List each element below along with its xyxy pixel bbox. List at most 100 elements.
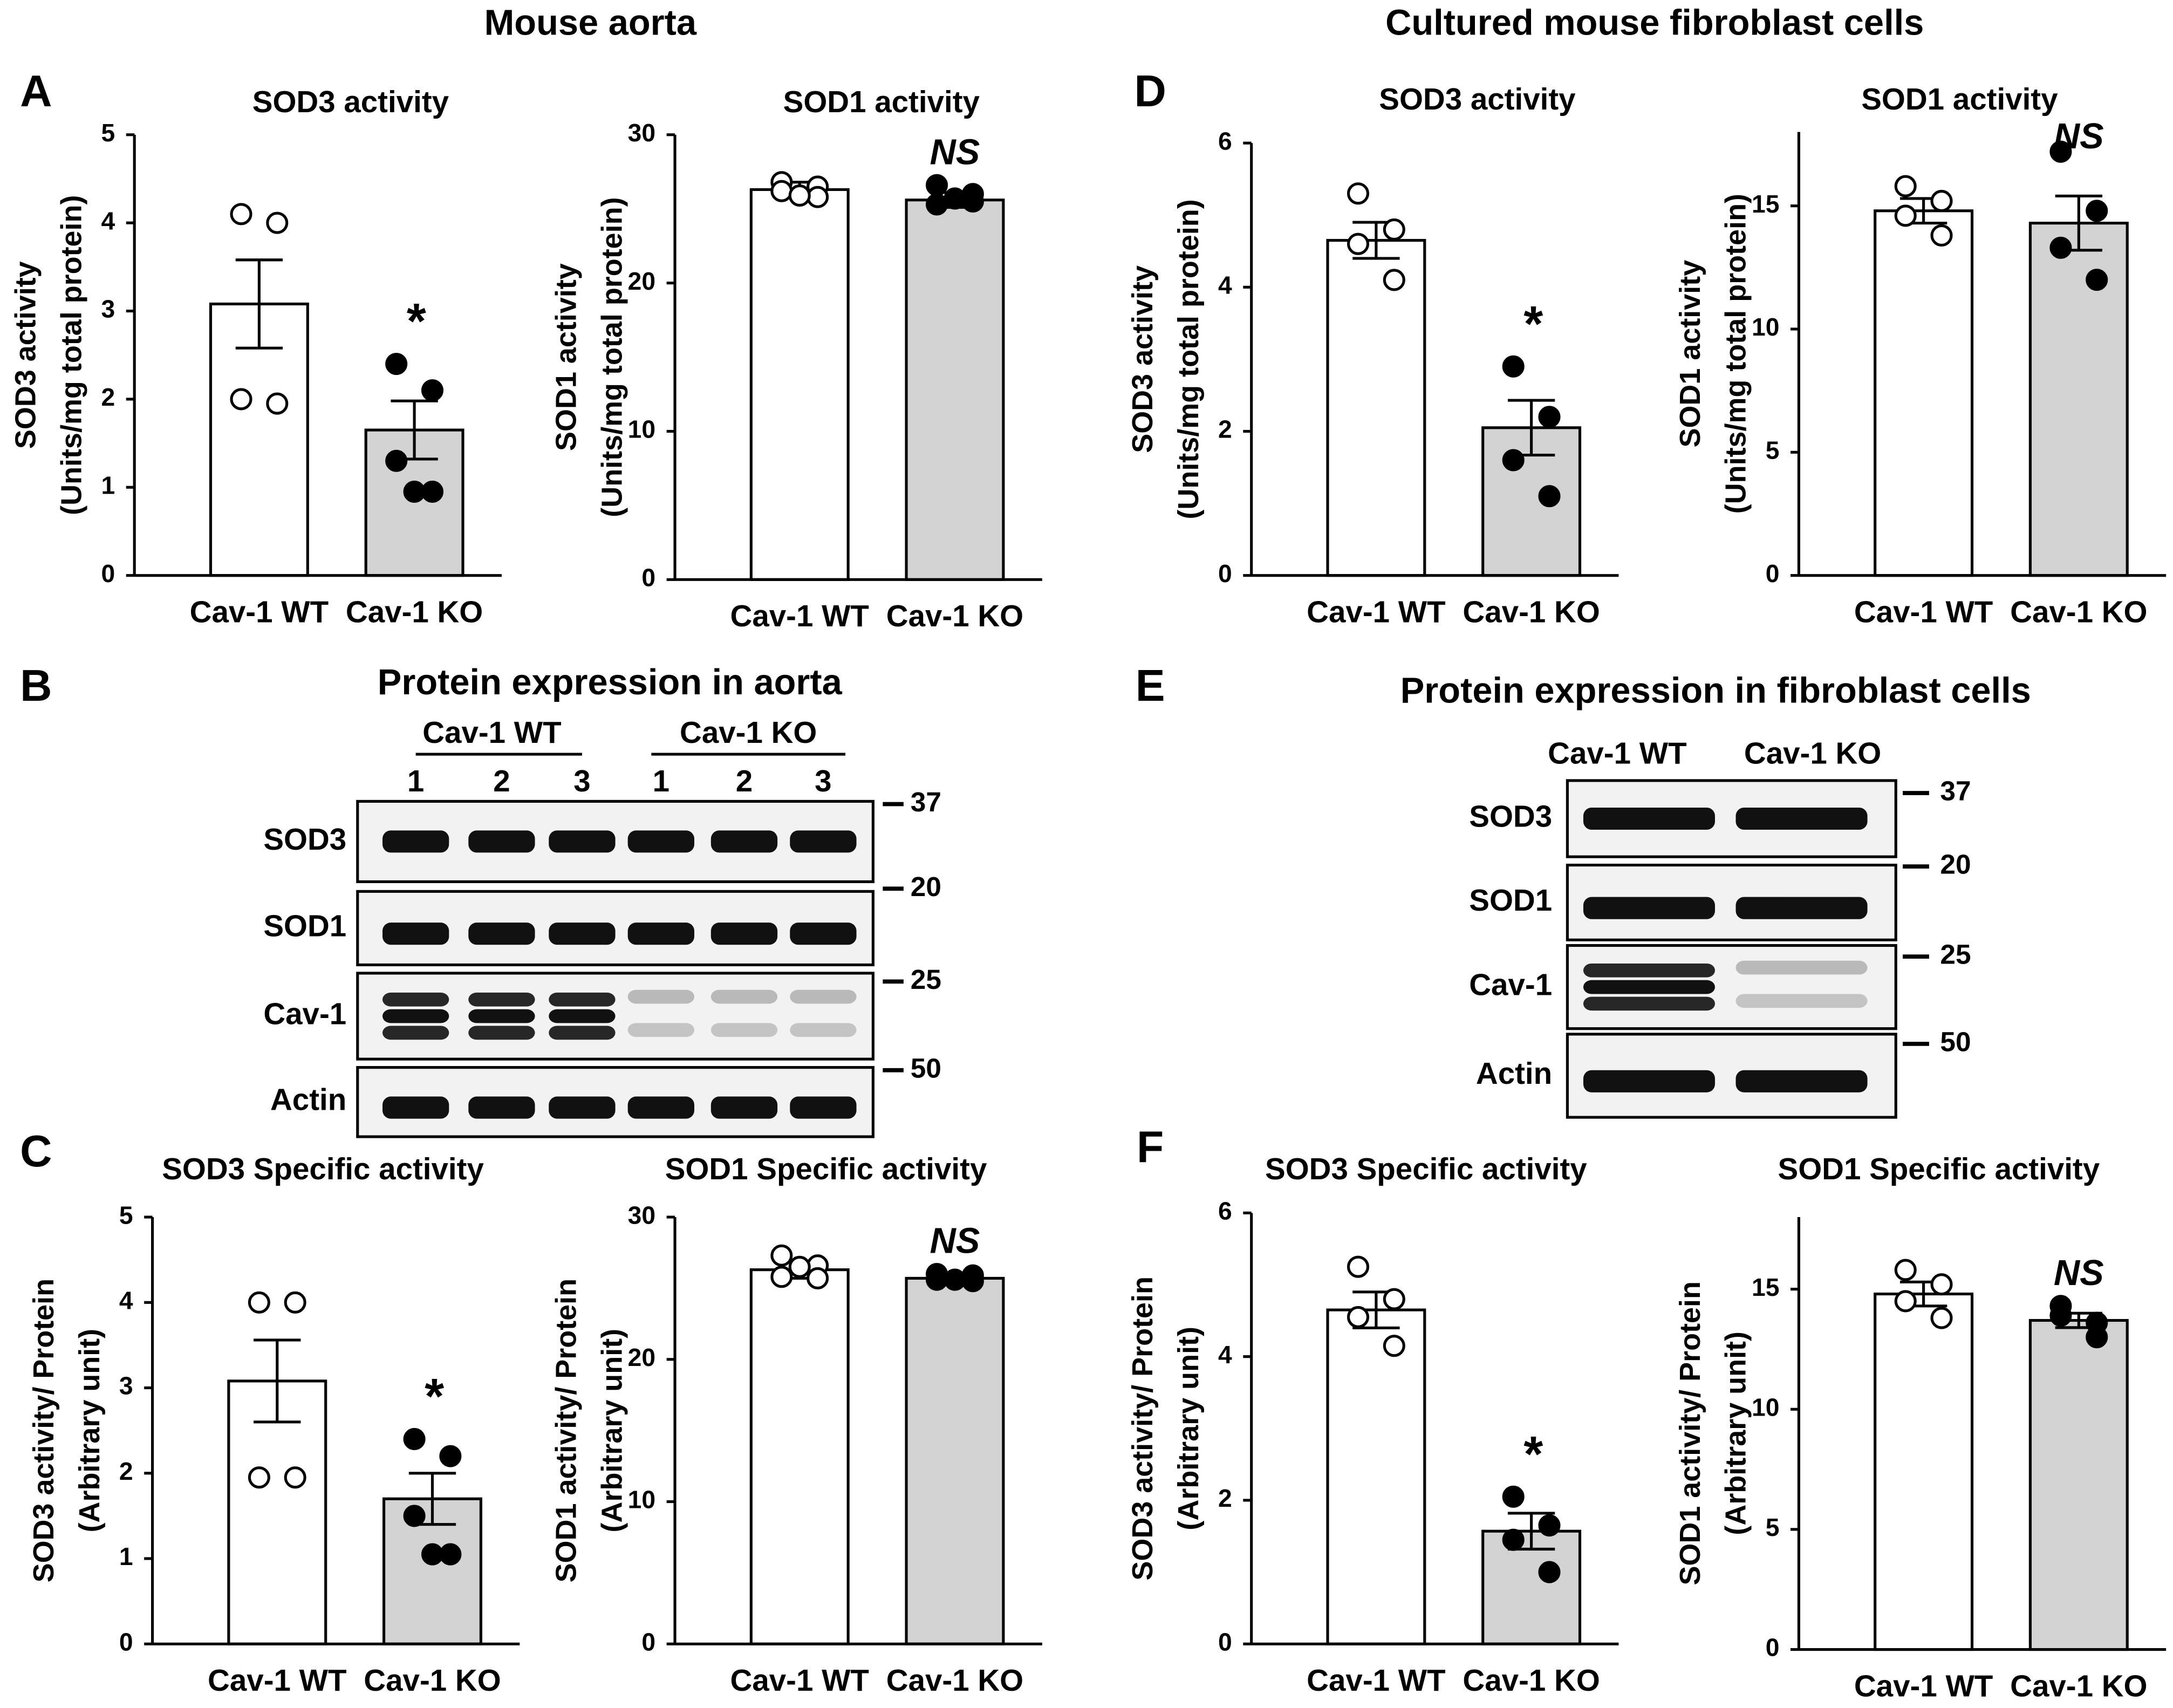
data-point xyxy=(1930,1307,1953,1329)
bar xyxy=(905,199,1005,581)
data-point xyxy=(2086,200,2108,222)
band xyxy=(549,923,616,945)
annotation: * xyxy=(1522,1426,1543,1482)
data-point xyxy=(944,187,966,210)
annotation: NS xyxy=(930,132,980,172)
x-tick-label: Cav-1 KO xyxy=(886,599,1023,633)
y-tick-label: 0 xyxy=(119,1628,133,1656)
lane-label: 1 xyxy=(407,764,424,798)
data-point xyxy=(230,388,252,411)
error-bar xyxy=(254,1338,301,1424)
band xyxy=(468,923,535,945)
band xyxy=(382,1096,449,1119)
row-label: Cav-1 xyxy=(263,996,346,1030)
x-tick-label: Cav-1 WT xyxy=(190,595,329,629)
band xyxy=(382,992,449,1007)
band xyxy=(790,989,857,1004)
data-point xyxy=(284,1291,306,1314)
data-point xyxy=(1383,269,1405,291)
y-tick-label: 30 xyxy=(628,1201,655,1229)
data-point xyxy=(284,1466,306,1489)
data-point xyxy=(770,180,793,202)
data-point xyxy=(2086,269,2108,291)
band xyxy=(468,1026,535,1040)
bar xyxy=(1326,1308,1426,1645)
panel-letter: C xyxy=(20,1127,52,1176)
panel-letter: D xyxy=(1134,67,1166,116)
data-point xyxy=(926,193,948,216)
x-tick-label: Cav-1 KO xyxy=(1463,1663,1600,1697)
y-tick-label: 2 xyxy=(1218,1484,1232,1512)
y-tick-label: 10 xyxy=(628,1486,655,1514)
y-tick-label: 10 xyxy=(1752,313,1779,341)
band xyxy=(1583,963,1715,978)
annotation: * xyxy=(405,293,426,349)
y-axis-label: (Arbitrary unit) xyxy=(73,1329,106,1533)
x-tick-label: Cav-1 WT xyxy=(1307,1663,1445,1697)
y-tick-label: 1 xyxy=(101,471,115,499)
band xyxy=(382,1009,449,1023)
row-label: SOD1 xyxy=(1469,883,1552,917)
data-point xyxy=(421,480,444,503)
header: Cultured mouse fibroblast cells xyxy=(1385,3,1924,43)
marker-label: 25 xyxy=(1940,939,1971,970)
data-point xyxy=(1930,1273,1953,1296)
y-tick-label: 30 xyxy=(628,119,655,147)
band xyxy=(790,1023,857,1037)
y-tick-label: 5 xyxy=(101,119,115,147)
annotation: NS xyxy=(2054,1253,2104,1293)
y-axis-label: (Units/mg total protein) xyxy=(596,197,628,517)
bar xyxy=(1874,209,1974,577)
y-tick-label: 1 xyxy=(119,1542,133,1570)
marker-label: 20 xyxy=(911,871,941,902)
band xyxy=(790,923,857,945)
data-point xyxy=(1347,1255,1370,1278)
data-point xyxy=(2049,140,2072,163)
annotation: * xyxy=(422,1368,444,1424)
bar xyxy=(905,1276,1005,1645)
blot-title: Protein expression in aorta xyxy=(378,662,843,702)
bar xyxy=(749,1268,850,1645)
data-point xyxy=(1930,189,1953,213)
y-tick-label: 0 xyxy=(641,564,655,592)
lane-label: 3 xyxy=(573,764,590,798)
data-point xyxy=(770,1266,793,1288)
y-axis-label: (Arbitrary unit) xyxy=(596,1329,628,1533)
data-point xyxy=(770,1244,793,1267)
y-tick-label: 4 xyxy=(119,1287,133,1315)
data-point xyxy=(1538,406,1561,428)
band xyxy=(382,923,449,945)
marker-label: 37 xyxy=(1940,775,1971,807)
y-axis-label: SOD1 activity/ Protein xyxy=(550,1279,582,1583)
chart-title: SOD3 Specific activity xyxy=(162,1152,484,1186)
band xyxy=(468,992,535,1007)
y-axis-label: SOD3 activity xyxy=(10,261,42,449)
y-tick-label: 10 xyxy=(1752,1393,1779,1421)
y-tick-label: 0 xyxy=(1766,1634,1780,1662)
annotation: * xyxy=(1522,296,1543,352)
bar xyxy=(2028,1318,2129,1651)
row-label: Cav-1 xyxy=(1469,968,1552,1002)
y-tick-label: 6 xyxy=(1218,1197,1232,1225)
data-point xyxy=(421,1543,444,1566)
lane-label: 2 xyxy=(493,764,510,798)
band xyxy=(549,1096,616,1119)
y-tick-label: 3 xyxy=(119,1372,133,1400)
panel-letter: F xyxy=(1137,1123,1164,1172)
band xyxy=(1583,996,1715,1011)
band xyxy=(790,1096,857,1119)
band xyxy=(710,830,778,853)
y-tick-label: 20 xyxy=(628,1343,655,1371)
y-tick-label: 2 xyxy=(119,1457,133,1485)
data-point xyxy=(1502,449,1525,472)
chart-title: SOD1 Specific activity xyxy=(1778,1152,2100,1186)
data-point xyxy=(1347,1306,1370,1328)
y-axis-label: SOD3 activity/ Protein xyxy=(1126,1276,1159,1581)
y-tick-label: 6 xyxy=(1218,127,1232,155)
band xyxy=(1583,897,1715,919)
y-tick-label: 5 xyxy=(1766,436,1780,464)
group-label: Cav-1 WT xyxy=(1548,736,1686,770)
data-point xyxy=(1894,204,1917,227)
x-tick-label: Cav-1 KO xyxy=(886,1663,1023,1697)
group-label: Cav-1 KO xyxy=(1744,736,1881,770)
